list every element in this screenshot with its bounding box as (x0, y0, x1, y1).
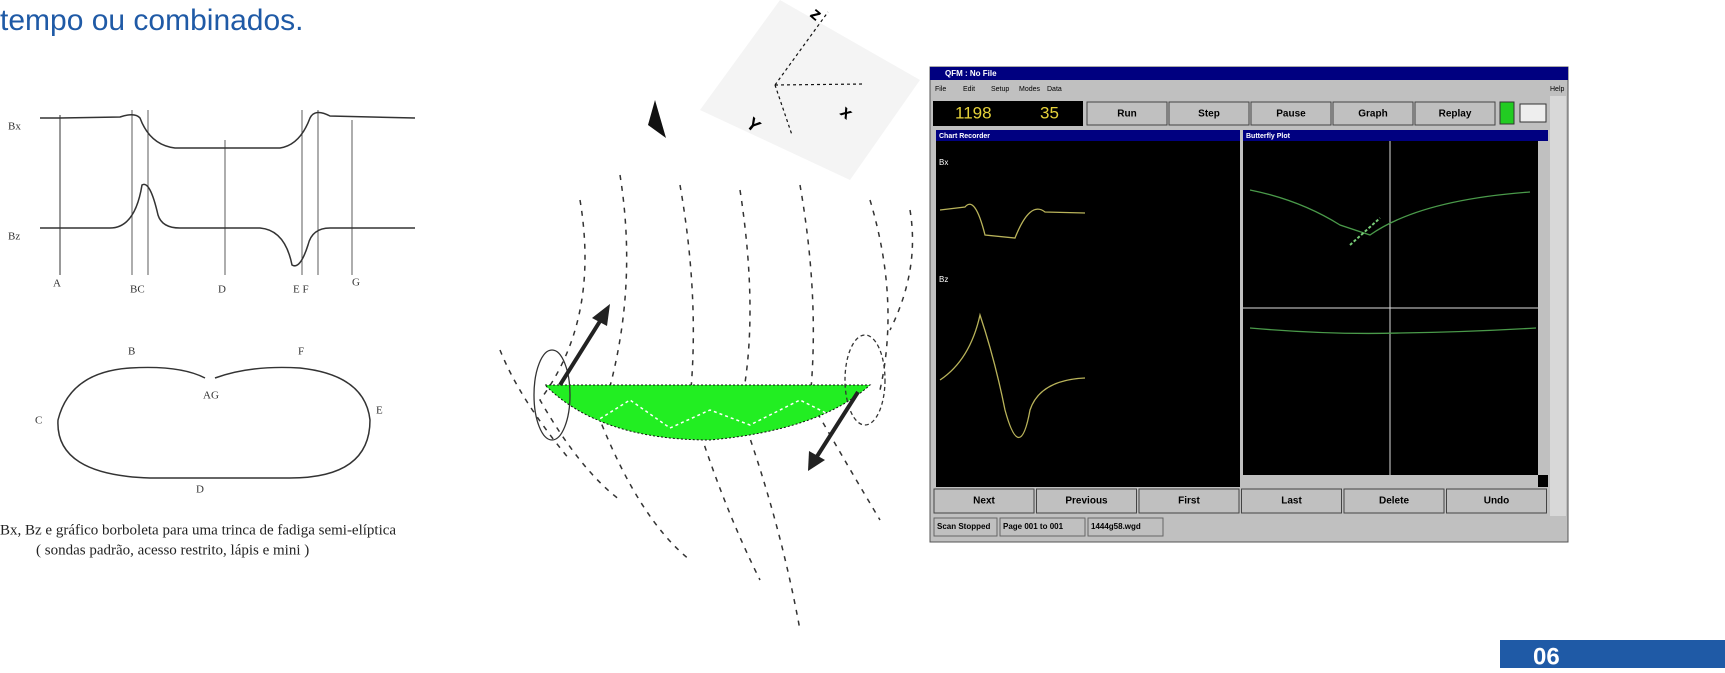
caption: ( sondas padrão, acesso restrito, lápis … (36, 542, 309, 558)
heading: tempo ou combinados. (0, 4, 304, 37)
status-cell (933, 517, 998, 537)
bottom-label: Delete (1379, 496, 1409, 507)
toolbar-label: Pause (1276, 109, 1306, 120)
butterfly-label: B (128, 346, 135, 358)
toolbar-label: Graph (1358, 109, 1387, 120)
menu-help: Help (1550, 86, 1565, 93)
point-label: E F (293, 284, 309, 296)
app-window: QFM : No File File Edit Setup Modes Data Hel… (929, 66, 1569, 543)
toolbar-label: Replay (1439, 109, 1472, 120)
bottom-button (1343, 488, 1445, 514)
bottom-label: Undo (1484, 496, 1510, 507)
menu-item: Edit (963, 86, 975, 93)
butterfly-label: D (196, 484, 204, 496)
page-number: 06 (1533, 643, 1560, 668)
toolbar-button (1332, 101, 1414, 126)
toolbar-button (1168, 101, 1250, 126)
butterfly-label: F (298, 346, 304, 358)
point-label: BC (130, 284, 145, 296)
trace-label: Bx (8, 121, 21, 133)
trace-label: Bz (939, 275, 948, 284)
menu-item: Setup (991, 86, 1009, 93)
caption: Bx, Bz e gráfico borboleta para uma trin… (0, 522, 396, 538)
toolbar-label: Run (1117, 109, 1136, 120)
status-text: 1444g58.wgd (1091, 522, 1141, 531)
status-text: Scan Stopped (937, 522, 990, 531)
crack-figure: z x Y (499, 0, 920, 631)
toolbar-button (1250, 101, 1332, 126)
panel-title: Chart Recorder (939, 133, 990, 140)
point-label: G (352, 277, 360, 289)
butterfly-label: AG (203, 390, 219, 402)
menu-item: Data (1047, 86, 1062, 93)
panel-title: Butterfly Plot (1246, 133, 1291, 140)
toolbar-button (1414, 101, 1496, 126)
toolbar-button (1086, 101, 1168, 126)
trace-label: Bz (8, 231, 20, 243)
point-label: D (218, 284, 226, 296)
status-cell (1087, 517, 1164, 537)
point-label: A (53, 278, 61, 290)
window-title: QFM : No File (945, 69, 997, 78)
bottom-label: Last (1281, 496, 1302, 507)
trace-label: Bx (939, 158, 948, 167)
readout: 1198 (955, 103, 992, 122)
butterfly-label: C (35, 415, 42, 427)
bottom-button (933, 488, 1035, 514)
readout: 35 (1040, 103, 1059, 122)
status-cell (999, 517, 1086, 537)
bottom-label: First (1178, 496, 1200, 507)
menu-item: Modes (1019, 86, 1041, 93)
bottom-button (1036, 488, 1137, 514)
bottom-button (1138, 488, 1240, 514)
bottom-button (1241, 488, 1342, 514)
bottom-label: Previous (1065, 496, 1108, 507)
signal-figure (40, 110, 416, 479)
bottom-button (1446, 488, 1547, 514)
butterfly-label: E (376, 405, 383, 417)
menu-item: File (935, 86, 946, 93)
status-text: Page 001 to 001 (1003, 522, 1064, 531)
bottom-label: Next (973, 496, 995, 507)
toolbar-label: Step (1198, 109, 1220, 120)
